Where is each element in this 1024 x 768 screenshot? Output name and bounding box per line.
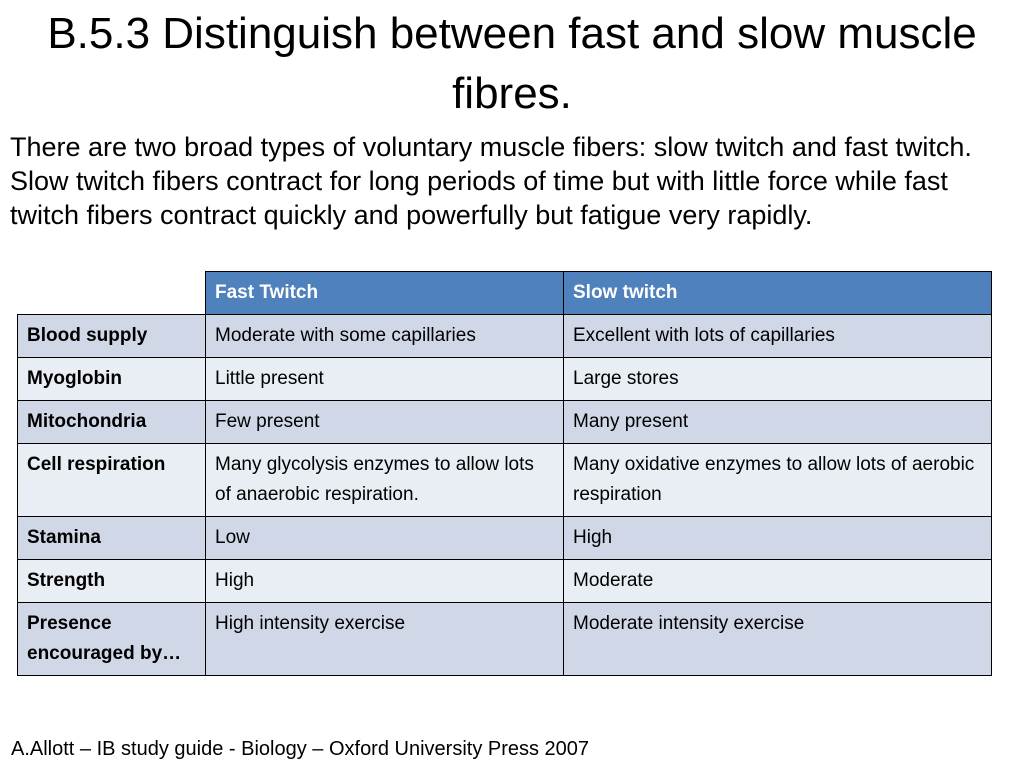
fast-twitch-cell: Low bbox=[205, 516, 564, 560]
table-header-row: Fast Twitch Slow twitch bbox=[17, 271, 992, 315]
table-row: Stamina Low High bbox=[17, 516, 992, 560]
slow-twitch-cell: High bbox=[563, 516, 992, 560]
row-label: Strength bbox=[17, 559, 206, 603]
header-blank-cell bbox=[17, 271, 206, 315]
slow-twitch-cell: Many present bbox=[563, 400, 992, 444]
row-label: Myoglobin bbox=[17, 357, 206, 401]
intro-paragraph: There are two broad types of voluntary m… bbox=[10, 132, 972, 230]
slow-twitch-cell: Moderate bbox=[563, 559, 992, 603]
header-fast-twitch: Fast Twitch bbox=[205, 271, 564, 315]
source-citation: A.Allott – IB study guide - Biology – Ox… bbox=[11, 738, 590, 760]
header-slow-twitch: Slow twitch bbox=[563, 271, 992, 315]
row-label: Presence encouraged by… bbox=[17, 602, 206, 676]
row-label: Stamina bbox=[17, 516, 206, 560]
fast-twitch-cell: Moderate with some capillaries bbox=[205, 314, 564, 358]
fast-twitch-cell: Many glycolysis enzymes to allow lots of… bbox=[205, 443, 564, 517]
slide-title: B.5.3 Distinguish between fast and slow … bbox=[47, 9, 977, 118]
fast-twitch-cell: High intensity exercise bbox=[205, 602, 564, 676]
table-row: Blood supply Moderate with some capillar… bbox=[17, 314, 992, 358]
slow-twitch-cell: Many oxidative enzymes to allow lots of … bbox=[563, 443, 992, 517]
table-row: Myoglobin Little present Large stores bbox=[17, 357, 992, 401]
fast-twitch-cell: Few present bbox=[205, 400, 564, 444]
fast-twitch-cell: High bbox=[205, 559, 564, 603]
table-row: Mitochondria Few present Many present bbox=[17, 400, 992, 444]
slow-twitch-cell: Excellent with lots of capillaries bbox=[563, 314, 992, 358]
table-row: Strength High Moderate bbox=[17, 559, 992, 603]
row-label: Cell respiration bbox=[17, 443, 206, 517]
slow-twitch-cell: Large stores bbox=[563, 357, 992, 401]
fibre-comparison-table: Fast Twitch Slow twitch Blood supply Mod… bbox=[17, 271, 992, 676]
row-label: Blood supply bbox=[17, 314, 206, 358]
table-row: Cell respiration Many glycolysis enzymes… bbox=[17, 443, 992, 517]
table-row: Presence encouraged by… High intensity e… bbox=[17, 602, 992, 676]
slow-twitch-cell: Moderate intensity exercise bbox=[563, 602, 992, 676]
row-label: Mitochondria bbox=[17, 400, 206, 444]
fast-twitch-cell: Little present bbox=[205, 357, 564, 401]
comparison-table-container: Fast Twitch Slow twitch Blood supply Mod… bbox=[17, 271, 992, 676]
